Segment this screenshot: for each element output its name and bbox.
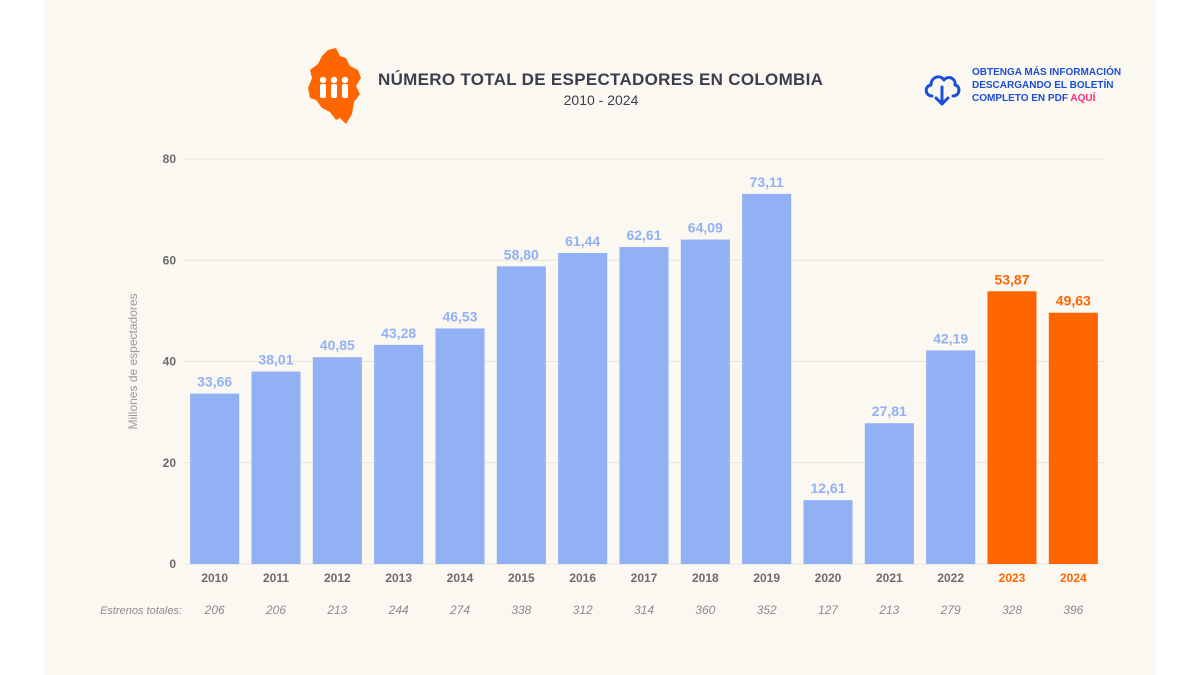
data-label: 38,01 [258, 352, 293, 368]
bar [987, 291, 1037, 564]
cta-line-2: DESCARGANDO EL BOLETÍN [972, 80, 1114, 91]
data-label: 53,87 [994, 271, 1029, 287]
data-label: 33,66 [197, 374, 232, 390]
y-tick-label: 0 [169, 557, 176, 571]
data-label: 49,63 [1056, 293, 1091, 309]
cloud-download-icon [924, 75, 961, 106]
bar [619, 247, 669, 565]
cta-line-3: COMPLETO EN PDF AQUÍ [972, 92, 1121, 105]
bar [312, 357, 362, 564]
premieres-value: 274 [449, 603, 470, 617]
bar [374, 344, 424, 564]
premieres-row-label: Estrenos totales: [100, 605, 182, 617]
data-label: 12,61 [810, 480, 845, 496]
bar [251, 371, 301, 564]
x-tick-label: 2016 [569, 571, 596, 585]
download-bulletin-link[interactable]: OBTENGA MÁS INFORMACIÓN DESCARGANDO EL B… [922, 66, 1152, 116]
data-label: 42,19 [933, 330, 968, 346]
premieres-value: 352 [757, 603, 777, 617]
bar [435, 328, 485, 564]
cta-line-3-prefix: COMPLETO EN PDF [972, 93, 1071, 104]
x-tick-label: 2012 [324, 571, 351, 585]
data-label: 40,85 [320, 337, 355, 353]
premieres-value: 213 [878, 603, 899, 617]
bar [742, 193, 792, 565]
bar [496, 266, 546, 564]
data-label: 64,09 [688, 220, 723, 236]
premieres-value: 206 [204, 603, 225, 617]
premieres-value: 338 [511, 603, 531, 617]
x-tick-label: 2010 [201, 571, 228, 585]
bar [558, 252, 608, 564]
premieres-value: 396 [1063, 603, 1083, 617]
data-label: 43,28 [381, 325, 416, 341]
data-label: 27,81 [872, 403, 907, 419]
x-tick-label: 2024 [1060, 571, 1087, 585]
x-tick-label: 2011 [263, 571, 289, 585]
bar [680, 239, 730, 564]
bar [926, 350, 976, 564]
chart-header: NÚMERO TOTAL DE ESPECTADORES EN COLOMBIA… [306, 48, 906, 128]
cta-line-1: OBTENGA MÁS INFORMACIÓN [972, 67, 1122, 78]
y-tick-label: 80 [163, 152, 177, 166]
cta-here-link[interactable]: AQUÍ [1070, 93, 1096, 104]
y-tick-label: 60 [163, 253, 177, 267]
chart-title: NÚMERO TOTAL DE ESPECTADORES EN COLOMBIA [378, 70, 824, 89]
data-label: 61,44 [565, 233, 600, 249]
data-label: 46,53 [442, 308, 477, 324]
x-tick-label: 2017 [631, 571, 658, 585]
premieres-value: 206 [265, 603, 286, 617]
premieres-value: 328 [1002, 603, 1022, 617]
bar [1048, 312, 1098, 564]
chart-subtitle: 2010 - 2024 [563, 92, 639, 108]
cta-text: OBTENGA MÁS INFORMACIÓN DESCARGANDO EL B… [972, 66, 1121, 105]
data-label: 58,80 [504, 246, 539, 262]
premieres-value: 360 [695, 603, 715, 617]
premieres-value: 244 [388, 603, 409, 617]
y-tick-label: 20 [163, 456, 177, 470]
premieres-value: 127 [818, 603, 839, 617]
colombia-map-people-icon [308, 48, 361, 124]
bar [190, 393, 240, 564]
x-tick-label: 2015 [508, 571, 535, 585]
x-tick-label: 2022 [937, 571, 964, 585]
data-label: 62,61 [626, 227, 661, 243]
bar [864, 423, 914, 564]
x-tick-label: 2013 [385, 571, 412, 585]
x-tick-label: 2019 [753, 571, 780, 585]
premieres-value: 312 [573, 603, 593, 617]
x-tick-label: 2014 [447, 571, 474, 585]
premieres-value: 314 [634, 603, 654, 617]
x-tick-label: 2021 [876, 571, 903, 585]
x-tick-label: 2020 [815, 571, 842, 585]
premieres-value: 213 [326, 603, 347, 617]
premieres-value: 279 [940, 603, 961, 617]
y-tick-label: 40 [163, 355, 177, 369]
data-label: 73,11 [750, 174, 784, 190]
x-tick-label: 2023 [999, 571, 1026, 585]
y-axis-label: Millones de espectadores [126, 293, 140, 429]
x-tick-label: 2018 [692, 571, 719, 585]
bar [803, 500, 853, 564]
